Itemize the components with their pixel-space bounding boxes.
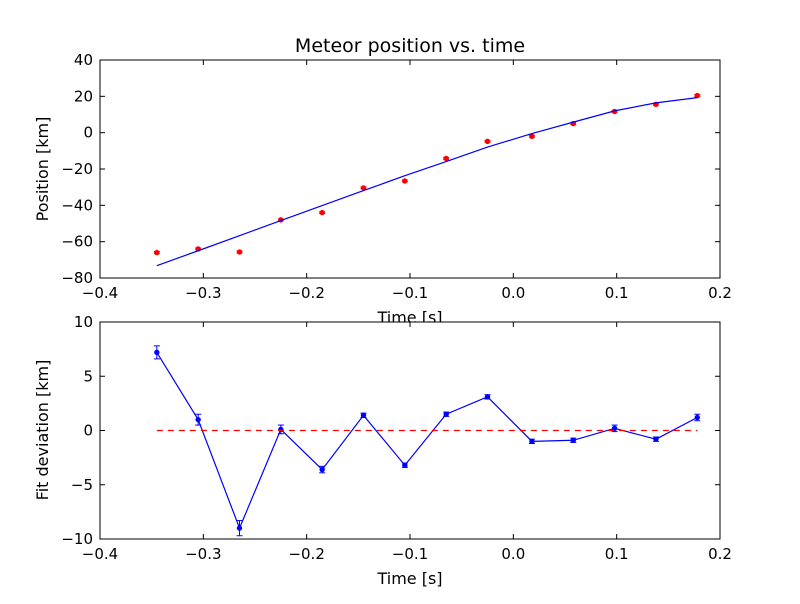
x-tick-label: −0.3 (185, 284, 221, 302)
deviation-panel: −0.4 −0.3 −0.2 −0.1 0.0 0.1 0.2 −10 −5 0 5 10 Time… (33, 313, 732, 588)
plot-frame (99, 59, 721, 279)
data-point (402, 462, 408, 468)
series-line (156, 352, 698, 530)
data-point (236, 249, 243, 255)
y-tick-label: 10 (74, 313, 93, 331)
y-tick-label: −80 (61, 269, 93, 287)
y-axis-label: Position [km] (33, 117, 52, 222)
data-point (319, 209, 325, 216)
data-point (402, 178, 408, 184)
data-point (154, 349, 160, 356)
data-point (443, 411, 449, 417)
data-point (443, 155, 449, 162)
data-point (484, 394, 491, 400)
data-point (570, 437, 576, 443)
data-point (611, 425, 618, 432)
position-panel: Meteor position vs. time −0.4 −0.3 −0.2 −0.… (33, 35, 732, 327)
y-tick-label: 20 (74, 87, 93, 105)
data-point (154, 249, 160, 256)
y-axis-label: Fit deviation [km] (33, 360, 52, 501)
y-tick-label: 0 (83, 124, 93, 142)
x-tick-label: 0.0 (501, 284, 525, 302)
data-point (236, 525, 243, 531)
data-point (195, 416, 201, 423)
data-point (694, 92, 700, 99)
x-tick-label: −0.4 (82, 284, 118, 302)
data-point (529, 438, 535, 445)
x-tick-label: −0.1 (392, 545, 428, 563)
y-tick-label: −20 (61, 160, 93, 178)
series-line (156, 97, 698, 267)
y-tick-label: 0 (83, 422, 93, 440)
y-tick-label: −10 (61, 530, 93, 548)
data-point (529, 133, 535, 140)
x-tick-label: −0.2 (288, 284, 324, 302)
data-point (484, 138, 491, 145)
x-tick-label: 0.2 (708, 284, 732, 302)
x-tick-label: 0.2 (708, 545, 732, 563)
y-tick-label: −60 (61, 233, 93, 251)
x-axis-label: Time [s] (376, 569, 442, 588)
x-tick-label: −0.2 (288, 545, 324, 563)
chart-title: Meteor position vs. time (295, 35, 525, 57)
y-tick-label: −5 (71, 476, 93, 494)
y-tick-label: 5 (83, 367, 93, 385)
data-point (694, 414, 700, 421)
y-tick-label: −40 (61, 196, 93, 214)
x-tick-label: −0.3 (185, 545, 221, 563)
y-tick-label: 40 (74, 51, 93, 69)
x-tick-label: −0.4 (82, 545, 118, 563)
data-point (360, 412, 367, 419)
data-point (319, 466, 325, 473)
x-tick-label: 0.0 (501, 545, 525, 563)
x-tick-label: −0.1 (392, 284, 428, 302)
x-tick-label: 0.1 (605, 284, 629, 302)
data-point (653, 436, 659, 442)
x-tick-label: 0.1 (605, 545, 629, 563)
